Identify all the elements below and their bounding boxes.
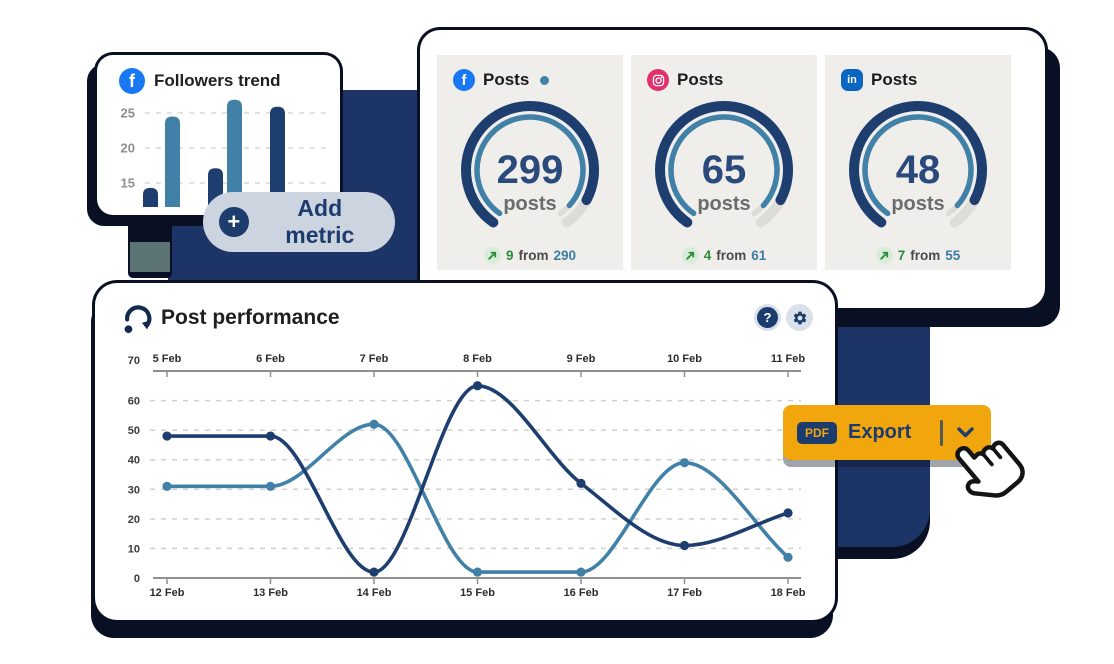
gauge-delta: 4 — [703, 248, 712, 263]
gauge-unit: posts — [891, 193, 945, 215]
svg-text:10 Feb: 10 Feb — [667, 353, 702, 365]
posts-gauges-card: f Posts 299 posts 9 from 290 Posts 65 — [420, 30, 1045, 308]
question-icon: ? — [757, 307, 778, 328]
linkedin-icon: in — [841, 69, 863, 91]
add-metric-button[interactable]: + Add metric — [203, 192, 395, 252]
gauge-value: 65 — [701, 148, 747, 192]
gauge-unit: posts — [697, 193, 751, 215]
svg-text:7 Feb: 7 Feb — [360, 353, 389, 365]
backdrop-accent — [128, 216, 172, 278]
svg-text:25: 25 — [121, 106, 135, 121]
gauge-tiles: f Posts 299 posts 9 from 290 Posts 65 — [437, 55, 1011, 270]
gauge-value: 48 — [895, 148, 941, 192]
gauge-from-label: from — [716, 248, 747, 263]
plus-icon: + — [219, 207, 249, 237]
post-performance-chart: 5 Feb 12 Feb 6 Feb 13 Feb 7 Feb 14 Feb 8 Feb 15… — [128, 353, 806, 599]
gauge-delta: 7 — [897, 248, 906, 263]
help-button[interactable]: ? — [754, 304, 781, 331]
svg-text:70: 70 — [128, 355, 140, 367]
add-metric-label: Add metric — [285, 195, 355, 248]
chevron-down-icon[interactable] — [957, 427, 974, 438]
trend-arrow-icon — [483, 247, 501, 264]
gauge-value: 299 — [496, 148, 564, 192]
trend-arrow-icon — [875, 247, 893, 264]
svg-text:6 Feb: 6 Feb — [256, 353, 285, 365]
svg-text:0: 0 — [134, 573, 140, 585]
svg-text:50: 50 — [128, 425, 140, 437]
gauge-from-label: from — [518, 248, 549, 263]
performance-icon — [124, 305, 152, 334]
svg-text:17 Feb: 17 Feb — [667, 587, 702, 599]
svg-text:20: 20 — [128, 514, 140, 526]
divider — [940, 419, 943, 446]
svg-text:16 Feb: 16 Feb — [564, 587, 599, 599]
pdf-badge: PDF — [797, 421, 837, 444]
svg-text:15 Feb: 15 Feb — [460, 587, 495, 599]
gauge-title: Posts — [677, 70, 724, 89]
gauge-title: Posts — [871, 70, 918, 89]
gauge-arc — [849, 101, 987, 228]
gauge-from-label: from — [910, 248, 941, 263]
performance-card-title: Post performance — [161, 306, 340, 329]
gauge-tile: in Posts 48 posts 7 from 55 — [825, 55, 1011, 270]
svg-text:15: 15 — [121, 176, 135, 191]
gauge-previous: 290 — [553, 248, 577, 263]
svg-text:18 Feb: 18 Feb — [771, 587, 806, 599]
svg-text:14 Feb: 14 Feb — [357, 587, 392, 599]
gauge-arc — [655, 101, 793, 228]
gauge-previous: 55 — [945, 248, 961, 263]
gauge-tile: f Posts 299 posts 9 from 290 — [437, 55, 623, 270]
trend-arrow-icon — [681, 247, 699, 264]
facebook-icon: f — [453, 69, 475, 91]
notification-dot — [540, 75, 550, 85]
gauge-previous: 61 — [751, 248, 767, 263]
instagram-icon — [647, 69, 669, 91]
svg-text:11 Feb: 11 Feb — [771, 353, 806, 365]
svg-text:10: 10 — [128, 543, 140, 555]
gauge-title: Posts — [483, 70, 530, 89]
hand-cursor-icon — [955, 440, 1025, 498]
svg-text:20: 20 — [121, 141, 135, 156]
svg-text:9 Feb: 9 Feb — [567, 353, 596, 365]
svg-text:13 Feb: 13 Feb — [253, 587, 288, 599]
svg-text:5 Feb: 5 Feb — [153, 353, 182, 365]
gauge-delta: 9 — [505, 248, 514, 263]
export-label: Export — [848, 421, 912, 443]
svg-text:12 Feb: 12 Feb — [150, 587, 185, 599]
backdrop-accent-inner — [130, 242, 170, 272]
svg-text:60: 60 — [128, 396, 140, 408]
settings-button[interactable] — [786, 304, 813, 331]
gauge-tile: Posts 65 posts 4 from 61 — [631, 55, 817, 270]
post-performance-card: 5 Feb 12 Feb 6 Feb 13 Feb 7 Feb 14 Feb 8 Feb 15… — [95, 283, 835, 620]
gear-icon — [793, 311, 806, 324]
svg-text:30: 30 — [128, 484, 140, 496]
gauge-arc — [461, 101, 599, 228]
svg-text:40: 40 — [128, 455, 140, 467]
followers-trend-card: 25 20 15 f Followers trend — [97, 55, 340, 215]
gauge-unit: posts — [503, 193, 557, 215]
facebook-icon: f — [119, 68, 145, 94]
followers-card-title: Followers trend — [154, 71, 281, 90]
svg-text:8 Feb: 8 Feb — [463, 353, 492, 365]
